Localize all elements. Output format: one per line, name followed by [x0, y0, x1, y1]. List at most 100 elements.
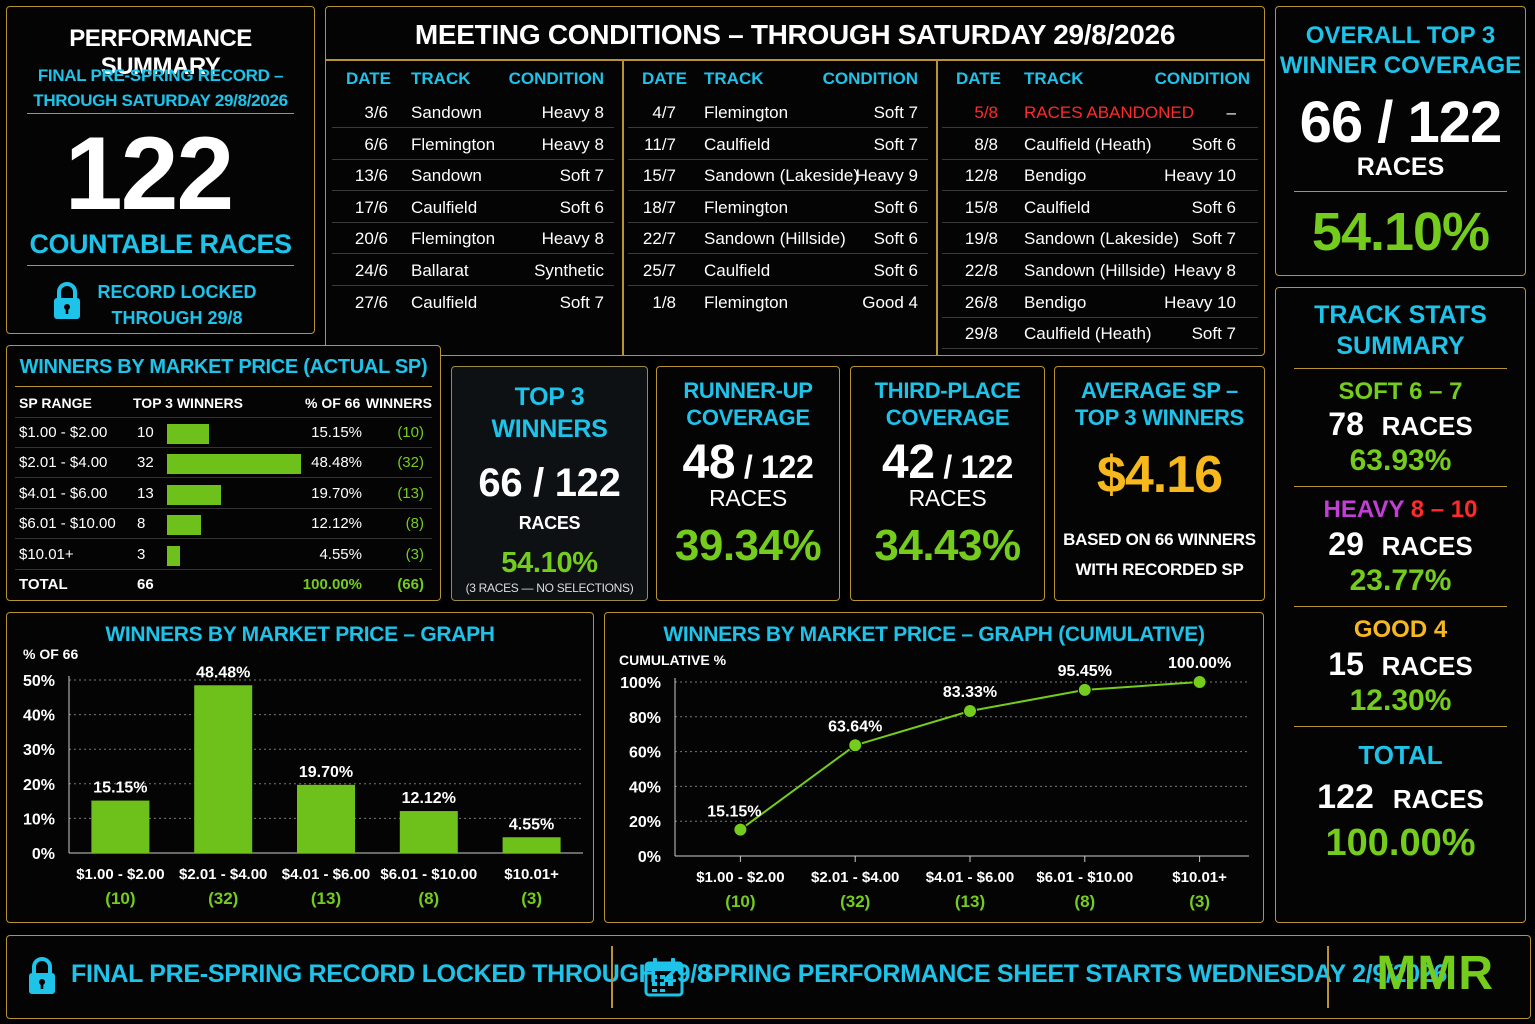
condition-track: Sandown (Lakeside) [1024, 229, 1179, 249]
runner-up-value: 48 / 122 [682, 436, 814, 489]
winners-table-row: $10.01+ 3 4.55% (3) [15, 540, 432, 570]
x-tick-label: $1.00 - $2.00 [696, 869, 784, 886]
performance-summary-panel: PERFORMANCE SUMMARY FINAL PRE-SPRING REC… [6, 6, 315, 334]
bar [194, 685, 253, 853]
y-tick-label: 40% [23, 708, 55, 725]
sp-range: $1.00 - $2.00 [19, 424, 108, 441]
sp-range: $2.01 - $4.00 [19, 454, 108, 472]
y-axis-label: CUMULATIVE % [619, 652, 727, 668]
conditions-header: DATE TRACK CONDITION [642, 69, 918, 88]
total-races: 122 RACES [1317, 778, 1484, 816]
condition-track: Caulfield (Heath) [1024, 324, 1152, 344]
third-place-coverage-panel: THIRD-PLACE COVERAGE 42 / 122 RACES 34.4… [850, 366, 1045, 601]
divider [1294, 726, 1507, 727]
bar [399, 811, 458, 853]
condition-date: 26/8 [964, 292, 998, 312]
point-value-label: 95.45% [1058, 663, 1112, 680]
condition-value: Heavy 9 [855, 166, 918, 186]
footer-record-locked: FINAL PRE-SPRING RECORD LOCKED THROUGH 2… [71, 960, 711, 988]
track-stats-panel: TRACK STATS SUMMARY SOFT 6 – 7 78 RACES … [1275, 287, 1526, 923]
condition-track: Sandown [411, 166, 482, 186]
bar-chart: % OF 66 0% 10% 20% 30% 40% 50% 15.15% $1.00 - $2… [23, 646, 583, 908]
data-point [963, 704, 977, 719]
runner-up-unit: RACES [709, 485, 787, 511]
condition-row: 26/8 Bendigo Heavy 10 [942, 287, 1258, 318]
condition-row: 19/8 Sandown (Lakeside) Soft 7 [942, 223, 1258, 255]
condition-row: 1/8 Flemington Good 4 [628, 287, 928, 318]
soft-percent: 63.93% [1349, 444, 1452, 477]
divider [27, 265, 294, 266]
bar-value-label: 12.12% [402, 790, 456, 807]
share-bar [167, 515, 201, 536]
share-bar [167, 545, 180, 566]
heavy-percent: 23.77% [1349, 564, 1452, 597]
condition-track: Flemington [411, 134, 496, 154]
bar-chart-title: WINNERS BY MARKET PRICE – GRAPH [105, 623, 495, 646]
winners-bracket: (10) [397, 424, 424, 441]
condition-value: Heavy 8 [541, 134, 604, 154]
bar-value-label: 19.70% [299, 764, 353, 781]
data-point [1077, 682, 1092, 697]
condition-track: Sandown (Hillside) [1024, 261, 1166, 280]
condition-date: 5/8 [974, 103, 998, 122]
winners-table-row: $4.01 - $6.00 13 19.70% (13) [15, 479, 432, 509]
winners-table-total-row: TOTAL 66 100.00% (66) [19, 576, 424, 593]
divider [1294, 368, 1507, 369]
sp-range: $6.01 - $10.00 [19, 515, 116, 533]
x-tick-count: (3) [1189, 892, 1210, 911]
condition-track: Flemington [704, 103, 789, 122]
condition-value: Soft 6 [1191, 197, 1236, 217]
x-tick-label: $10.01+ [1172, 869, 1227, 886]
lock-icon [54, 282, 80, 319]
y-tick-label: 40% [629, 779, 661, 796]
divider [27, 113, 294, 114]
condition-track: Caulfield [411, 197, 478, 217]
condition-date: 12/8 [964, 166, 998, 186]
winners-count: 8 [137, 515, 146, 533]
condition-value: Heavy 10 [1164, 166, 1236, 186]
lock-icon [29, 957, 55, 994]
x-tick-count: (8) [418, 889, 439, 908]
winners-table-header: SP RANGE TOP 3 WINNERS % OF 66 WINNERS [15, 388, 432, 418]
meeting-conditions-panel: MEETING CONDITIONS – THROUGH SATURDAY 29… [325, 6, 1265, 356]
condition-track: Flemington [704, 292, 789, 312]
condition-value: Heavy 8 [541, 229, 604, 249]
top3-winners-unit: RACES [518, 513, 581, 533]
condition-date: 24/6 [354, 261, 388, 280]
condition-row: 15/7 Sandown (Lakeside) Heavy 9 [628, 160, 928, 192]
divider [1294, 191, 1507, 192]
y-tick-label: 50% [23, 673, 55, 690]
brand-logo: MMR [1376, 947, 1494, 1000]
x-tick-label: $10.01+ [504, 866, 559, 883]
condition-value: – [1226, 103, 1236, 122]
x-tick-label: $4.01 - $6.00 [926, 869, 1014, 886]
y-tick-label: 10% [23, 811, 55, 828]
top3-winners-value: 66 / 122 [478, 461, 621, 505]
condition-value: Heavy 10 [1164, 292, 1236, 312]
condition-date: 1/8 [652, 292, 676, 312]
share-bar [167, 454, 301, 475]
x-tick-count: (13) [955, 892, 985, 911]
third-place-value: 42 / 122 [881, 436, 1014, 489]
condition-value: Soft 7 [1191, 324, 1236, 344]
total-label: TOTAL [1358, 740, 1443, 770]
third-place-unit: RACES [908, 485, 987, 511]
condition-value: Soft 6 [873, 261, 918, 280]
winners-bracket: (8) [405, 515, 424, 533]
condition-row: 15/8 Caulfield Soft 6 [942, 192, 1258, 223]
condition-value: Soft 6 [1191, 134, 1236, 154]
condition-value: Soft 7 [559, 292, 604, 312]
divider [622, 59, 624, 355]
heavy-races: 29 RACES [1328, 526, 1473, 562]
condition-track: Bendigo [1024, 292, 1087, 312]
data-point [848, 738, 863, 753]
bar [297, 784, 355, 853]
divider [326, 59, 1264, 61]
condition-date: 11/7 [644, 134, 676, 154]
x-tick-label: $2.01 - $4.00 [179, 866, 267, 883]
x-tick-count: (13) [311, 889, 341, 908]
condition-row: 20/6 Flemington Heavy 8 [332, 223, 614, 255]
winners-count: 13 [137, 484, 154, 502]
record-locked-text: RECORD LOCKED THROUGH 29/8 [97, 282, 257, 328]
y-tick-label: 20% [629, 814, 661, 831]
